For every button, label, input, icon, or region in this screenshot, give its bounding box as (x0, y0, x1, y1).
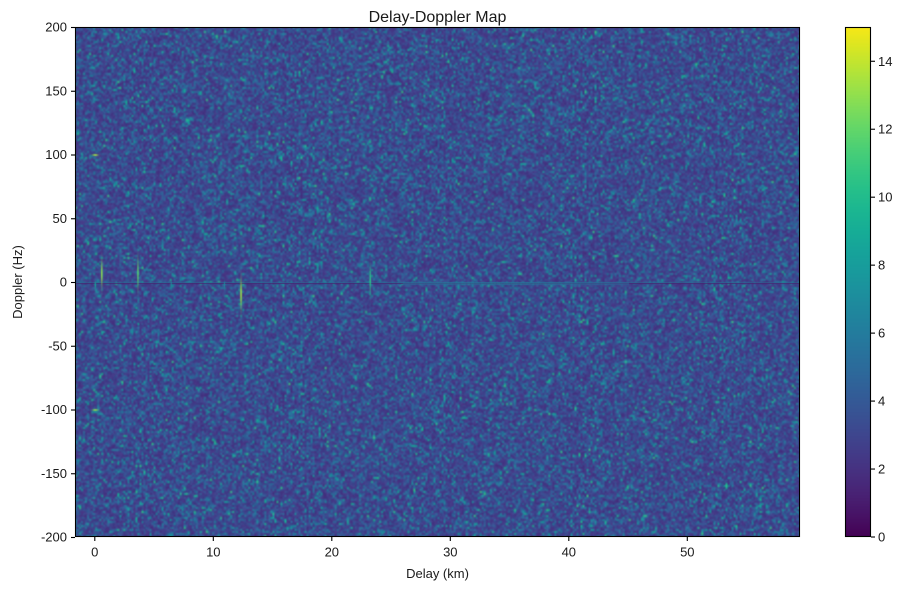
svg-text:Delay (km): Delay (km) (406, 566, 469, 581)
svg-text:8: 8 (878, 258, 885, 273)
svg-text:50: 50 (53, 211, 67, 226)
svg-text:6: 6 (878, 326, 885, 341)
svg-text:0: 0 (60, 275, 67, 290)
svg-text:-200: -200 (41, 530, 67, 545)
svg-text:Doppler (Hz): Doppler (Hz) (10, 245, 25, 319)
svg-text:4: 4 (878, 394, 885, 409)
svg-text:-100: -100 (41, 402, 67, 417)
svg-text:-50: -50 (48, 338, 67, 353)
svg-text:12: 12 (878, 122, 892, 137)
svg-text:10: 10 (206, 545, 220, 560)
svg-text:40: 40 (562, 545, 576, 560)
svg-text:10: 10 (878, 190, 892, 205)
svg-text:200: 200 (45, 20, 67, 35)
svg-text:100: 100 (45, 147, 67, 162)
svg-text:0: 0 (878, 530, 885, 545)
svg-text:150: 150 (45, 83, 67, 98)
svg-text:14: 14 (878, 54, 892, 69)
svg-text:-150: -150 (41, 466, 67, 481)
svg-text:0: 0 (91, 545, 98, 560)
svg-text:50: 50 (680, 545, 694, 560)
svg-text:20: 20 (325, 545, 339, 560)
svg-text:2: 2 (878, 462, 885, 477)
svg-text:30: 30 (443, 545, 457, 560)
